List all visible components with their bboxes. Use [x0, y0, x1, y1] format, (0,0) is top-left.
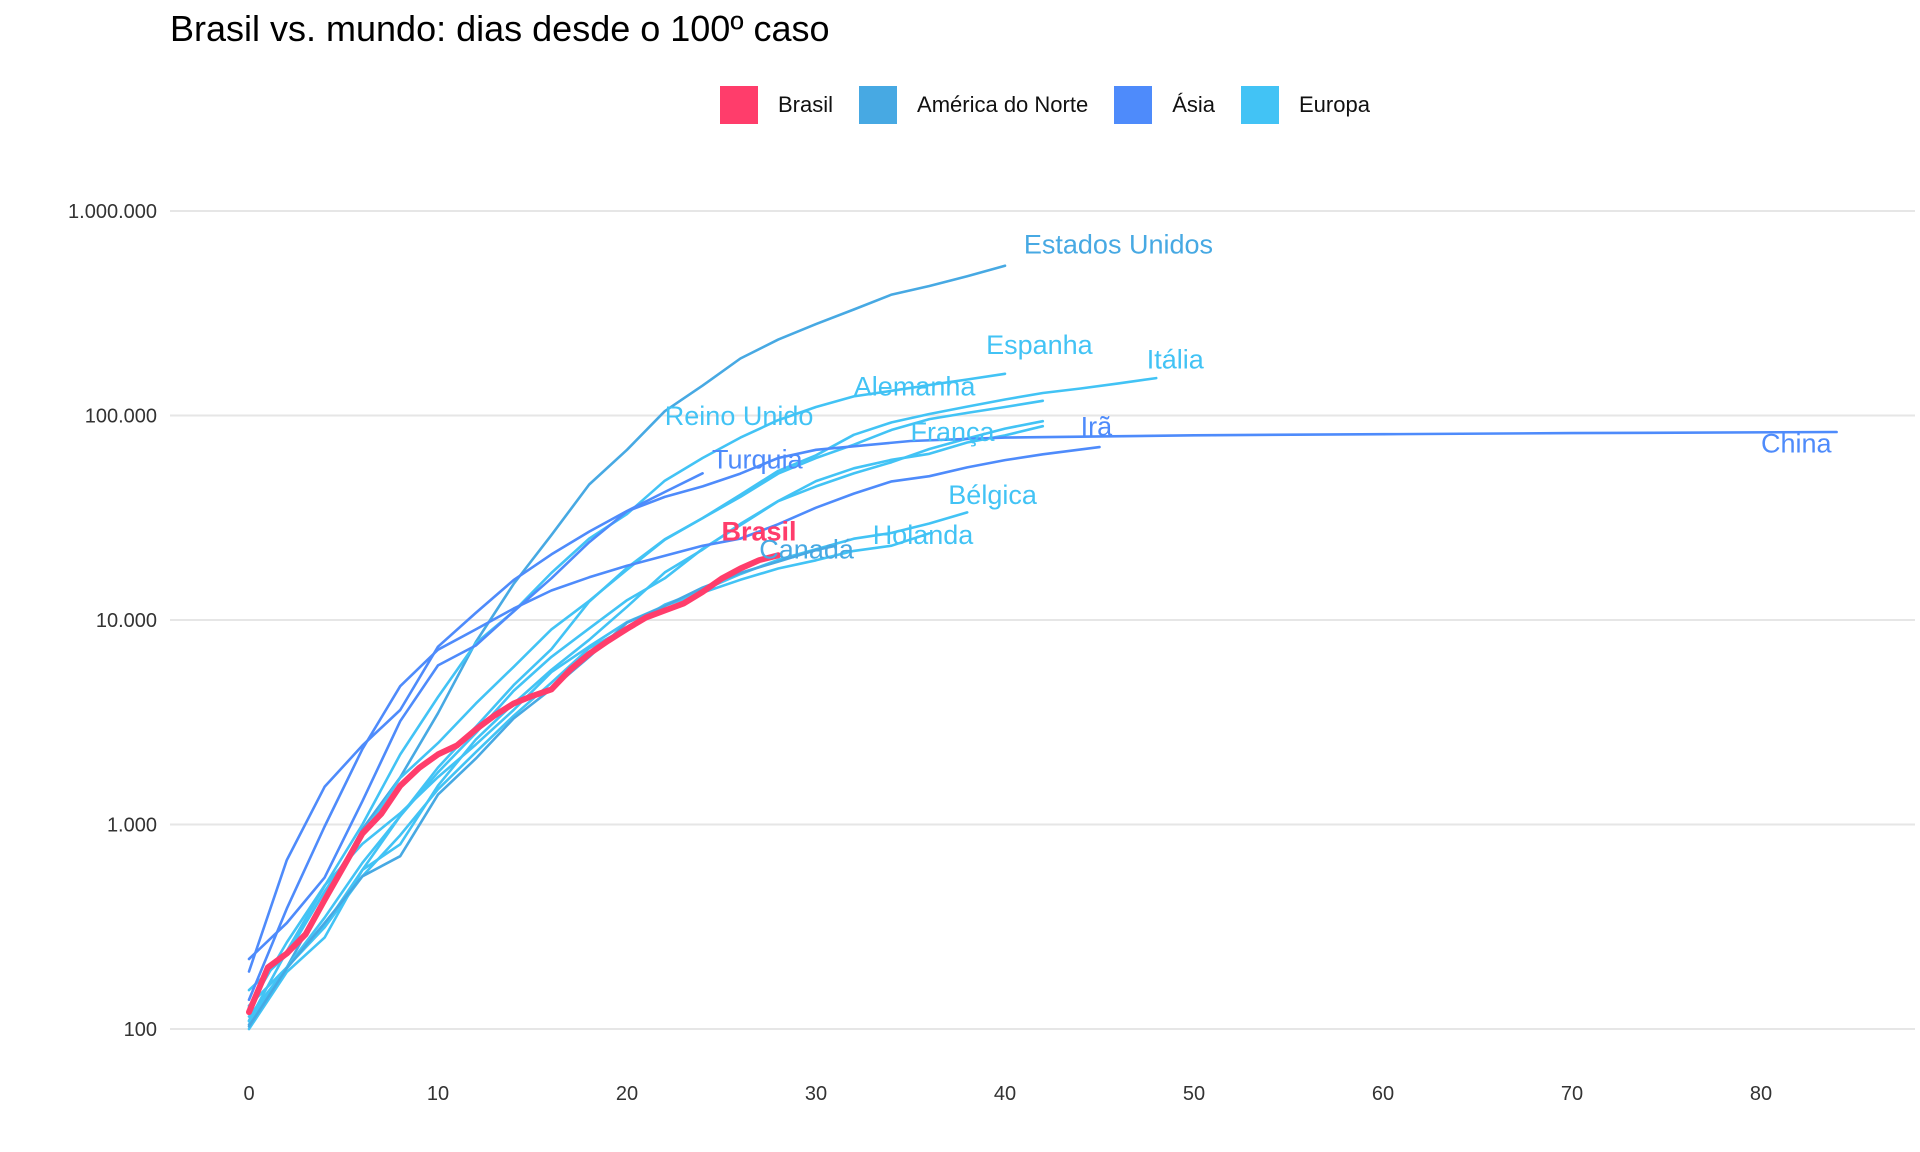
legend-swatch	[1241, 86, 1279, 124]
y-tick-label: 100	[124, 1019, 157, 1041]
x-tick-label: 80	[1750, 1083, 1772, 1105]
legend-label: Ásia	[1172, 92, 1215, 117]
series-label: Estados Unidos	[1024, 229, 1213, 259]
legend-item: Ásia	[1114, 86, 1215, 124]
series-line-estados-unidos	[247, 264, 1007, 1026]
series-label: Brasil	[722, 516, 797, 546]
series-label: China	[1761, 428, 1833, 458]
series-label: França	[911, 417, 996, 447]
x-tick-label: 0	[243, 1083, 254, 1105]
series-label: Canadá	[759, 534, 855, 564]
x-tick-label: 40	[994, 1083, 1016, 1105]
x-tick-label: 20	[616, 1083, 638, 1105]
legend-item: Brasil	[720, 86, 833, 124]
axis-layer: 100 1.000 10.000 100.000 1.000.000 0 10 20 30 40 5…	[68, 201, 1772, 1105]
legend-item: América do Norte	[859, 86, 1088, 124]
y-tick-label: 1.000.000	[68, 201, 157, 223]
series-label: Irã	[1081, 411, 1113, 441]
legend-item: Europa	[1241, 86, 1370, 124]
legend-swatch	[859, 86, 898, 124]
series-line-reino-unido	[247, 424, 1045, 1018]
series-line-italia	[247, 376, 1158, 992]
series-line-franca	[247, 419, 1045, 1031]
series-layer	[246, 264, 1838, 1031]
series-line-holanda	[247, 531, 931, 1009]
legend-swatch	[1114, 86, 1153, 124]
chart-legend: Brasil América do Norte Ásia Europa	[720, 86, 1396, 124]
series-line-ira	[247, 445, 1101, 1002]
series-label: Alemanha	[854, 372, 977, 402]
series-label: Bélgica	[948, 480, 1038, 510]
label-layer: Estados Unidos Espanha Itália Alemanha Reino…	[665, 229, 1833, 564]
x-tick-label: 70	[1561, 1083, 1583, 1105]
series-label: Holanda	[873, 520, 975, 550]
chart-title: Brasil vs. mundo: dias desde o 100º caso	[170, 8, 830, 49]
x-tick-label: 30	[805, 1083, 827, 1105]
grid-layer	[170, 210, 1915, 1030]
y-tick-label: 1.000	[107, 815, 157, 837]
legend-label: Europa	[1299, 92, 1370, 117]
series-label: Turquia	[712, 445, 804, 475]
x-tick-label: 10	[427, 1083, 449, 1105]
series-label: Espanha	[986, 330, 1094, 360]
legend-label: Brasil	[778, 92, 834, 117]
series-line-china	[247, 430, 1838, 961]
x-tick-label: 50	[1183, 1083, 1205, 1105]
y-tick-label: 100.000	[85, 406, 157, 428]
series-line-alemanha	[247, 399, 1045, 1008]
y-tick-label: 10.000	[96, 610, 157, 632]
series-line-brasil	[246, 552, 782, 1016]
series-label: Reino Unido	[665, 401, 814, 431]
series-line-canada	[247, 544, 837, 1028]
series-label: Itália	[1147, 344, 1205, 374]
x-tick-label: 60	[1372, 1083, 1394, 1105]
legend-swatch	[720, 86, 758, 124]
series-line-belgica	[247, 511, 969, 1023]
legend-label: América do Norte	[917, 92, 1089, 117]
series-line-espanha	[247, 372, 1007, 1022]
